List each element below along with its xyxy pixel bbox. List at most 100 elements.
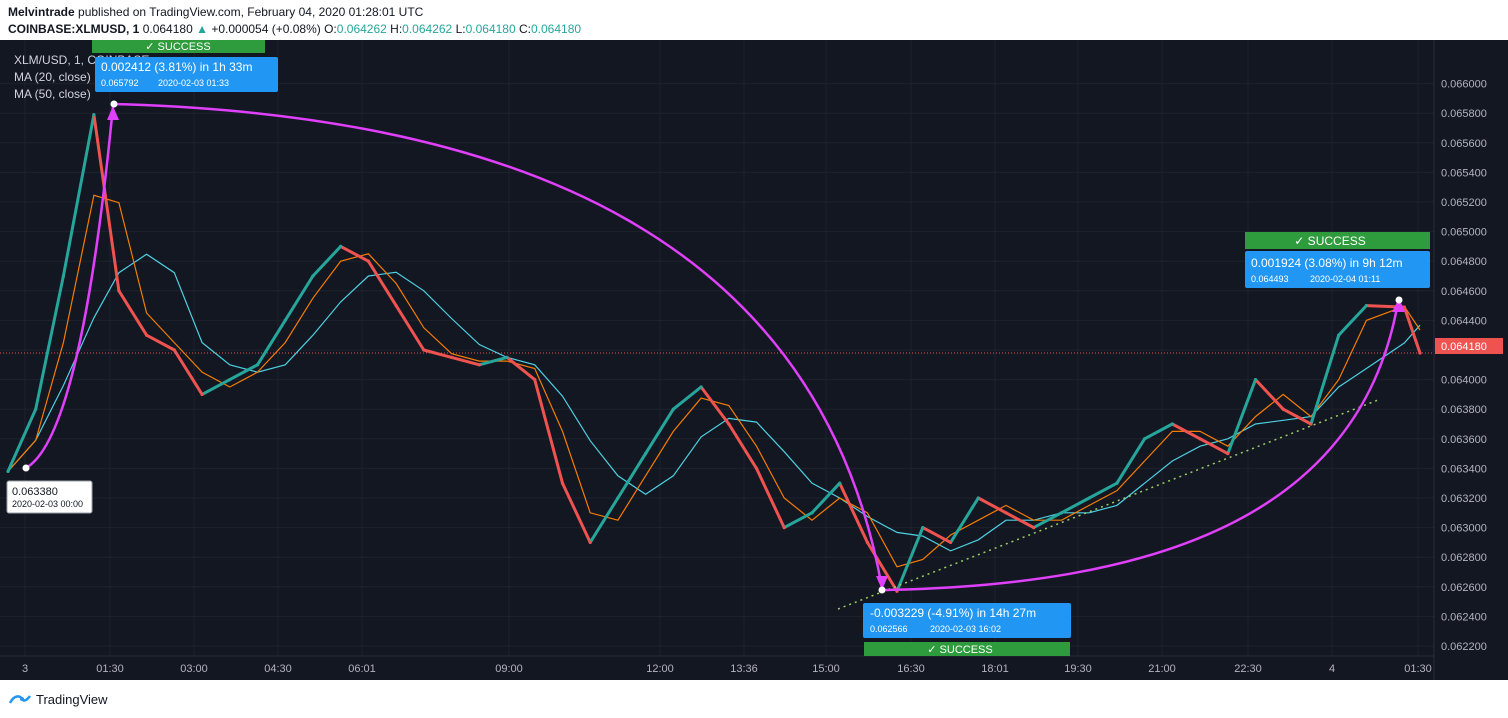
success-text-3: ✓ SUCCESS <box>1294 234 1365 248</box>
price-point <box>34 407 38 411</box>
move2-text: -0.003229 (-4.91%) in 14h 27m <box>870 606 1036 620</box>
price-segment <box>782 511 814 530</box>
price-point <box>1004 511 1008 515</box>
move1-text: 0.002412 (3.81%) in 1h 33m <box>101 60 252 74</box>
brand-text[interactable]: TradingView <box>36 692 108 707</box>
start-label-date: 2020-02-03 00:00 <box>12 499 83 509</box>
y-tick-label: 0.063000 <box>1441 523 1487 535</box>
price-point <box>1402 305 1406 309</box>
price-segment <box>1087 481 1119 500</box>
move3-date: 2020-02-04 01:11 <box>1310 274 1380 284</box>
ohlc-line: COINBASE:XLMUSD, 1 0.064180 ▲ +0.000054 … <box>8 22 581 36</box>
price-point <box>1059 511 1064 515</box>
arrowhead-1 <box>107 106 119 120</box>
trend-line <box>837 399 1379 610</box>
publisher-name[interactable]: Melvintrade <box>8 5 75 19</box>
legend-ma50[interactable]: MA (50, close) <box>14 87 91 101</box>
price-segment <box>976 496 1008 515</box>
price-segment <box>1170 422 1202 441</box>
high-label: H: <box>390 22 403 36</box>
y-tick-label: 0.066000 <box>1441 79 1487 91</box>
price-point <box>699 385 703 389</box>
price-segment <box>450 355 481 367</box>
price-point <box>754 466 759 470</box>
price-point <box>61 274 65 278</box>
price-segment <box>61 113 96 278</box>
price-segment <box>92 113 121 293</box>
price-point <box>255 363 260 367</box>
x-tick-label: 12:00 <box>646 663 674 675</box>
price-point <box>228 378 232 382</box>
price-segment <box>1402 305 1422 355</box>
price-point <box>311 274 315 278</box>
y-tick-label: 0.065600 <box>1441 138 1487 150</box>
price-point <box>1032 526 1036 530</box>
move2-date: 2020-02-03 16:02 <box>930 624 1001 634</box>
price-point <box>1170 422 1174 426</box>
move1-date: 2020-02-03 01:33 <box>158 78 229 88</box>
y-tick-label: 0.063200 <box>1441 493 1487 505</box>
y-tick-label: 0.065000 <box>1441 227 1487 239</box>
price-point <box>560 481 565 485</box>
chart-area[interactable]: 0.066000 0.065800 0.065600 0.065400 0.065200… <box>0 40 1508 680</box>
pivot-high-2 <box>1395 296 1403 304</box>
price-point <box>1418 351 1422 355</box>
start-label-box <box>6 480 93 514</box>
price-point <box>1226 452 1230 456</box>
grid-lines <box>0 40 1434 656</box>
success-badge-1 <box>92 40 265 53</box>
low-label: L: <box>455 22 466 36</box>
price-segment <box>561 481 592 544</box>
price-point <box>838 481 842 485</box>
close-label: C: <box>519 22 531 36</box>
price-segment <box>644 407 675 456</box>
price-chart[interactable]: 0.066000 0.065800 0.065600 0.065400 0.065200… <box>0 40 1508 680</box>
price-segment <box>477 355 509 367</box>
y-tick-label: 0.064600 <box>1441 286 1487 298</box>
price-segment <box>117 289 149 337</box>
x-tick-label: 03:00 <box>180 663 208 675</box>
price-point <box>1143 437 1147 441</box>
price-point <box>1364 304 1368 308</box>
open-value: 0.064262 <box>336 22 387 36</box>
tradingview-logo-icon[interactable] <box>8 691 32 707</box>
y-tick-label: 0.063400 <box>1441 463 1487 475</box>
price-point <box>200 392 204 396</box>
price-point <box>450 355 454 359</box>
y-tick-label: 0.062800 <box>1441 552 1487 564</box>
price-segment <box>228 363 259 382</box>
price-change: +0.000054 (+0.08%) <box>211 22 321 36</box>
ma50-line <box>7 253 1421 552</box>
price-segment <box>311 244 343 278</box>
price-point <box>644 452 648 456</box>
high-value: 0.064262 <box>402 22 453 36</box>
price-segment <box>172 348 204 396</box>
move2-value: 0.062566 <box>870 624 908 634</box>
price-point <box>339 244 343 248</box>
x-tick-label: 13:36 <box>730 663 758 675</box>
arrow-path-3 <box>883 301 1400 592</box>
price-point <box>394 304 398 308</box>
move2-box <box>863 603 1071 638</box>
y-tick-label: 0.065200 <box>1441 197 1487 209</box>
price-point <box>921 526 925 530</box>
price-segment <box>1115 437 1147 485</box>
low-value: 0.064180 <box>465 22 516 36</box>
price-segment <box>1337 304 1368 337</box>
price-segment <box>699 385 731 426</box>
legend-ma20[interactable]: MA (20, close) <box>14 70 91 84</box>
y-tick-label: 0.063800 <box>1441 404 1487 416</box>
pivot-low <box>878 586 886 594</box>
price-segment <box>1254 378 1285 411</box>
price-segment <box>810 481 842 515</box>
price-segment <box>949 496 980 544</box>
price-point <box>671 407 675 411</box>
x-tick-label: 04:30 <box>264 663 292 675</box>
price-point <box>145 333 149 337</box>
x-axis: 3 01:30 03:00 04:30 06:01 09:00 12:00 13:36 15:0… <box>22 663 1432 675</box>
arrow-path-2 <box>113 102 884 589</box>
y-tick-label: 0.064800 <box>1441 256 1487 268</box>
price-segment <box>6 407 38 473</box>
symbol-label: COINBASE:XLMUSD, 1 <box>8 22 140 36</box>
price-segment <box>533 378 564 485</box>
